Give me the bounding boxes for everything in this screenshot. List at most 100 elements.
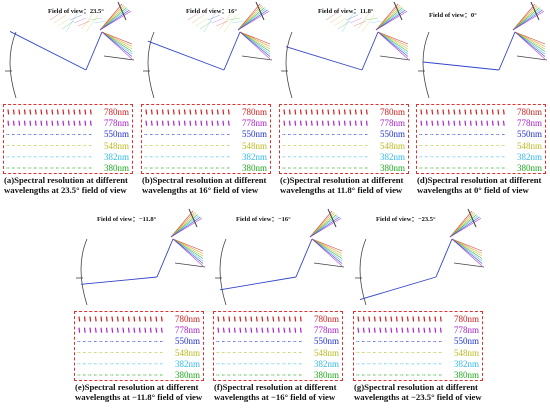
dispersed-ray xyxy=(237,9,268,31)
spot xyxy=(502,109,505,115)
stray-ray xyxy=(211,17,225,24)
chief-ray xyxy=(147,40,225,71)
stray-ray xyxy=(329,14,343,24)
spot xyxy=(349,120,352,126)
spot xyxy=(56,120,59,126)
wavelength-label: 780nm xyxy=(453,314,479,324)
grating xyxy=(467,208,477,228)
spot xyxy=(475,109,478,115)
dispersed-ray xyxy=(377,31,409,55)
spot xyxy=(272,316,275,322)
dispersed-ray xyxy=(449,210,473,238)
grating xyxy=(188,208,198,228)
spot xyxy=(431,109,434,115)
dispersed-ray xyxy=(239,31,271,55)
spectral-spot-box: 780nm 778nm 550nm 548nm 382nm 380nm xyxy=(141,104,271,174)
spot xyxy=(453,120,456,126)
spot xyxy=(205,109,208,115)
spot xyxy=(200,120,203,126)
dispersed-ray xyxy=(375,4,400,31)
dispersed-ray xyxy=(514,31,546,52)
spot xyxy=(189,120,192,126)
spot xyxy=(244,316,247,322)
spot xyxy=(45,120,48,126)
wavelength-label: 382nm xyxy=(313,358,339,369)
stray-ray xyxy=(195,17,209,27)
chief-ray xyxy=(80,276,158,285)
spot xyxy=(156,120,159,126)
spot xyxy=(401,327,404,333)
spot xyxy=(18,120,21,126)
wavelength-label: 380nm xyxy=(103,163,129,173)
spot xyxy=(425,120,428,126)
wavelength-label: 382nm xyxy=(379,151,405,162)
spot xyxy=(294,327,297,333)
spot xyxy=(354,109,357,115)
wavelength-label: 780nm xyxy=(516,107,542,117)
spot xyxy=(222,327,225,333)
spot xyxy=(89,109,92,115)
detector xyxy=(313,262,345,268)
spot xyxy=(23,120,26,126)
spot xyxy=(122,316,125,322)
spot xyxy=(116,316,119,322)
stray-ray xyxy=(357,11,371,30)
spot xyxy=(12,109,15,115)
grating xyxy=(327,208,337,228)
spot-row xyxy=(420,120,505,126)
return-ray xyxy=(295,238,313,278)
stray-ray xyxy=(81,11,95,30)
spot xyxy=(178,109,181,115)
wavelength-label: 550nm xyxy=(103,129,129,140)
spot xyxy=(200,109,203,115)
spot xyxy=(338,109,341,115)
dispersed-ray xyxy=(375,8,405,31)
spot xyxy=(89,327,92,333)
stray-ray xyxy=(349,17,363,24)
wavelength-label: 380nm xyxy=(174,370,200,380)
spectral-spot-box: 780nm 778nm 550nm 548nm 382nm 380nm xyxy=(279,104,409,174)
dispersed-ray xyxy=(170,210,194,238)
spectral-spot-box: 780nm 778nm 550nm 548nm 382nm 380nm xyxy=(416,104,546,174)
spot xyxy=(447,109,450,115)
dispersed-ray xyxy=(512,8,542,31)
spot xyxy=(299,316,302,322)
grating xyxy=(393,1,403,21)
wavelength-label: 778nm xyxy=(313,325,339,336)
dispersed-ray xyxy=(311,238,343,257)
dispersed-ray xyxy=(101,31,133,47)
spot xyxy=(145,120,148,126)
wavelength-label: 780nm xyxy=(313,314,339,324)
wavelength-label: 548nm xyxy=(453,347,479,358)
spot xyxy=(486,109,489,115)
spot xyxy=(73,109,76,115)
spot xyxy=(442,120,445,126)
stray-ray xyxy=(65,11,79,33)
spot xyxy=(250,327,253,333)
spot xyxy=(384,327,387,333)
spot xyxy=(133,327,136,333)
dispersed-ray xyxy=(99,9,130,31)
spot xyxy=(255,316,258,322)
spot-row xyxy=(283,109,368,115)
dispersed-ray xyxy=(451,238,483,259)
dispersed-ray xyxy=(377,31,409,45)
spot xyxy=(423,316,426,322)
spot xyxy=(94,327,97,333)
fov-label: Field of view：−11.8° xyxy=(97,216,157,223)
spot xyxy=(89,120,92,126)
spot-row xyxy=(357,327,442,333)
chief-ray xyxy=(9,31,87,71)
spot xyxy=(321,120,324,126)
dispersed-ray xyxy=(170,213,197,238)
raytrace-diagram xyxy=(0,0,135,100)
spot xyxy=(222,316,225,322)
dispersed-ray xyxy=(514,31,546,55)
spot xyxy=(78,120,81,126)
spot xyxy=(18,109,21,115)
dispersed-ray xyxy=(449,216,480,238)
spot xyxy=(29,109,32,115)
stray-ray xyxy=(345,14,359,21)
spot xyxy=(211,120,214,126)
spot-row xyxy=(217,327,302,333)
